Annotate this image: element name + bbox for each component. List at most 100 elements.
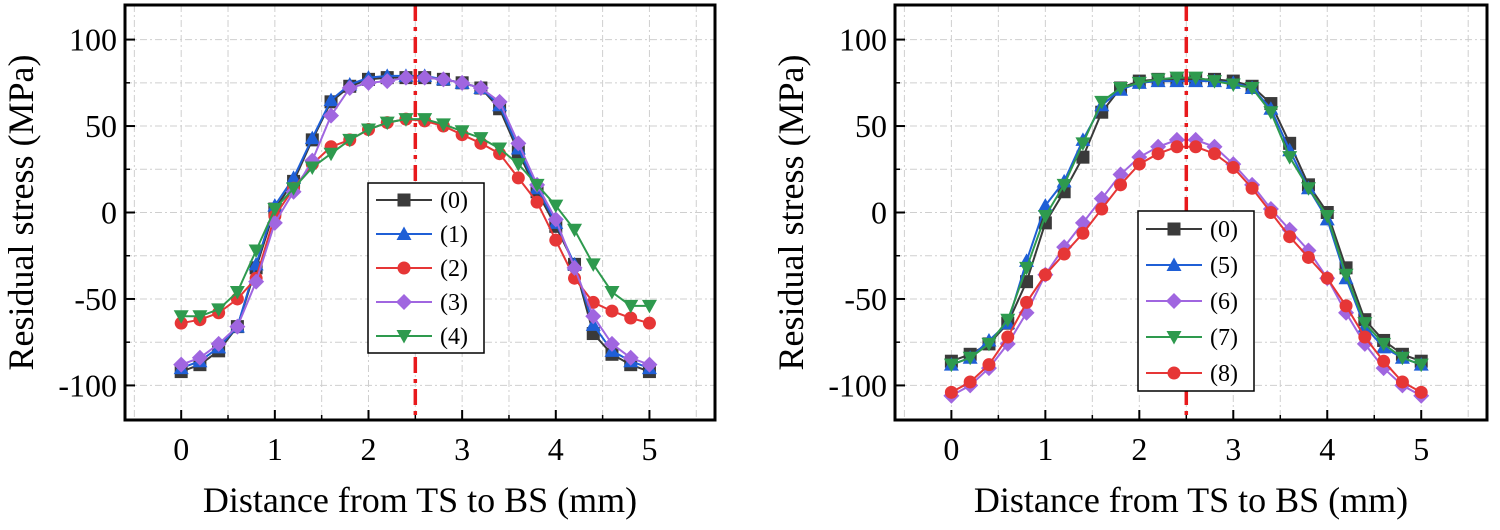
data-point [510,135,527,152]
data-point [1189,140,1203,154]
legend: (0) (5) (6) (7) (8) [1137,210,1255,392]
y-tick-label: 100 [839,22,887,58]
data-point [567,223,583,238]
y-tick-label: 0 [871,195,887,231]
data-point [1376,337,1392,352]
data-point [944,385,958,399]
data-point [248,244,264,259]
data-point [1038,268,1052,282]
x-tick-label: 4 [1319,431,1335,467]
legend-item: (2) [376,256,468,282]
data-point [1264,206,1278,219]
legend-marker [396,226,412,240]
data-point [1357,317,1373,331]
data-point [1394,351,1410,366]
legend-label: (3) [440,290,468,316]
data-point [210,335,227,352]
legend-item: (8) [1146,361,1238,387]
data-point [585,258,601,272]
data-point [1169,71,1185,86]
data-point [1319,209,1335,224]
chart-panel-1: 0 1 2 3 4 5 -100 -50 0 50 100 Distance from TS to B… [1,3,717,520]
data-point [360,123,376,137]
data-point [1339,299,1353,313]
legend-item: (0) [1146,217,1238,243]
data-point [585,308,602,325]
data-point [304,161,320,176]
data-point [1413,358,1429,373]
data-point [1245,181,1259,195]
y-tick-label: 50 [85,108,117,144]
legend-marker [397,261,411,275]
data-point [1076,226,1090,240]
data-point [1150,73,1166,87]
legend-item: (3) [376,290,468,316]
data-point [1301,250,1315,264]
data-point [1225,78,1241,93]
data-point [248,273,265,290]
data-point [1112,166,1129,183]
data-point [1076,150,1090,164]
data-point [529,178,545,193]
legend-item: (0) [376,188,468,214]
y-axis-title: Residual stress (MPa) [771,55,811,371]
x-axis-title: Distance from TS to BS (mm) [203,480,637,520]
data-point [511,171,525,185]
data-point [624,311,638,325]
data-point [416,69,433,86]
legend-item: (4) [376,324,468,350]
data-point [435,118,451,132]
y-tick-label: -50 [844,281,887,317]
legend: (0) (1) (2) (3) (4) [367,182,485,354]
data-point [1151,147,1165,161]
data-point [603,335,620,352]
data-point [286,170,302,184]
data-point [1170,140,1184,154]
series-4 [173,113,657,324]
data-point [1131,76,1147,91]
x-tick-label: 5 [1413,431,1429,467]
data-point [173,310,189,324]
legend-label: (7) [1210,325,1238,351]
data-point [1094,95,1110,110]
data-point [1188,71,1204,86]
legend-item: (6) [1146,289,1238,315]
x-tick-label: 2 [360,431,376,467]
data-point [379,116,395,131]
data-point [981,337,997,352]
data-point [641,356,658,373]
data-point [530,195,544,209]
data-point [1207,147,1221,161]
data-point [1395,375,1409,389]
x-tick-label: 2 [1131,431,1147,467]
legend-label: (8) [1210,361,1238,387]
data-point [211,303,227,317]
data-point [454,125,470,139]
data-point [1414,385,1428,399]
legend-marker [396,294,412,310]
data-point [962,351,978,366]
legend-item: (5) [1146,253,1238,279]
data-point [1263,106,1279,120]
data-point [963,375,977,389]
data-point [1377,354,1391,368]
data-point [1300,182,1316,196]
y-tick-label: -100 [58,367,117,403]
x-axis-title: Distance from TS to BS (mm) [974,480,1408,520]
data-point [1114,178,1128,192]
data-point [982,358,996,372]
legend-marker [1167,222,1181,236]
data-point [1226,161,1240,175]
data-point [1037,209,1053,224]
data-point [323,92,339,107]
data-point [642,316,656,330]
data-point [622,349,639,366]
legend-label: (0) [1210,217,1238,243]
legend-label: (6) [1210,289,1238,315]
data-point [1019,261,1035,276]
data-point [323,107,340,124]
x-tick-label: 0 [173,431,189,467]
data-point [341,80,358,96]
data-point [1358,330,1372,344]
